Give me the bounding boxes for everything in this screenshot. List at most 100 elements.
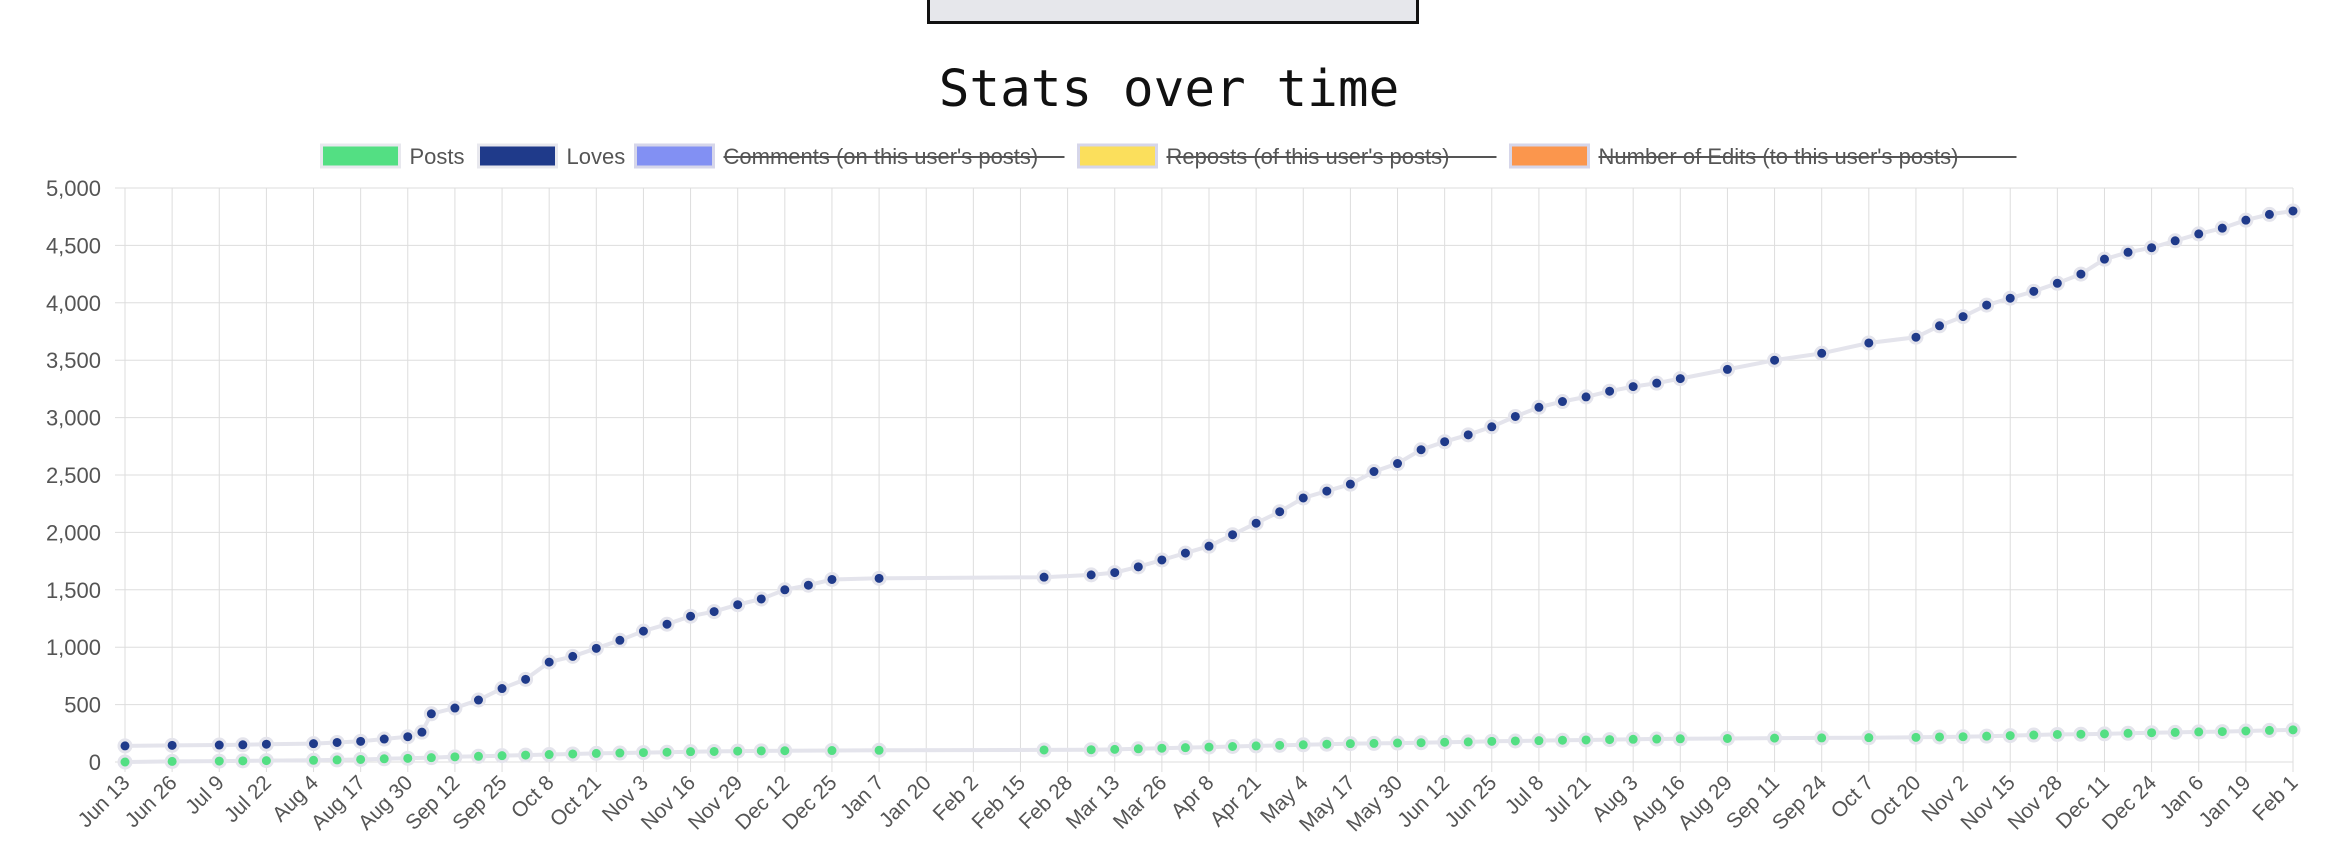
data-point-posts bbox=[777, 743, 793, 759]
data-point-loves bbox=[2238, 212, 2254, 228]
data-point-loves bbox=[376, 731, 392, 747]
data-point-loves bbox=[494, 681, 510, 697]
y-tick-label: 3,000 bbox=[46, 406, 101, 431]
data-point-posts bbox=[235, 753, 251, 769]
data-point-posts bbox=[2026, 727, 2042, 743]
y-tick-label: 5,000 bbox=[46, 176, 101, 201]
data-point-loves bbox=[871, 570, 887, 586]
x-tick-label: Dec 25 bbox=[778, 771, 841, 834]
data-point-loves bbox=[1908, 329, 1924, 345]
data-point-loves bbox=[2049, 275, 2065, 291]
legend-item-number[interactable]: Number of Edits (to this user's posts) bbox=[1509, 143, 2017, 169]
data-point-loves bbox=[1413, 442, 1429, 458]
data-point-posts bbox=[494, 748, 510, 764]
data-point-posts bbox=[1908, 729, 1924, 745]
data-point-loves bbox=[1366, 464, 1382, 480]
legend-swatch bbox=[1077, 143, 1158, 169]
data-point-loves bbox=[1554, 394, 1570, 410]
data-point-posts bbox=[1295, 737, 1311, 753]
data-point-posts bbox=[1554, 732, 1570, 748]
x-tick-label: Jun 12 bbox=[1393, 771, 1454, 832]
x-tick-label: Sep 25 bbox=[448, 771, 511, 834]
data-point-posts bbox=[1602, 732, 1618, 748]
data-point-loves bbox=[1767, 352, 1783, 368]
data-point-loves bbox=[1342, 476, 1358, 492]
data-point-loves bbox=[1225, 527, 1241, 543]
data-point-posts bbox=[447, 749, 463, 765]
data-point-posts bbox=[2120, 725, 2136, 741]
data-point-loves bbox=[1272, 504, 1288, 520]
data-point-posts bbox=[1649, 731, 1665, 747]
data-point-loves bbox=[706, 604, 722, 620]
legend-swatch bbox=[477, 143, 558, 169]
data-point-posts bbox=[423, 750, 439, 766]
data-point-posts bbox=[2049, 726, 2065, 742]
data-point-loves bbox=[447, 700, 463, 716]
legend-swatch bbox=[1509, 143, 1590, 169]
data-point-posts bbox=[1672, 731, 1688, 747]
series-layer bbox=[117, 203, 2301, 770]
data-point-posts bbox=[376, 751, 392, 767]
data-point-posts bbox=[258, 753, 274, 769]
data-point-posts bbox=[1225, 739, 1241, 755]
data-point-loves bbox=[2073, 266, 2089, 282]
x-tick-label: Apr 21 bbox=[1206, 771, 1266, 831]
data-point-posts bbox=[1154, 740, 1170, 756]
x-tick-label: Dec 24 bbox=[2098, 771, 2162, 835]
x-tick-label: Jan 19 bbox=[2195, 771, 2256, 832]
data-point-posts bbox=[2002, 728, 2018, 744]
data-point-loves bbox=[1319, 483, 1335, 499]
data-point-loves bbox=[423, 706, 439, 722]
legend-item-reposts[interactable]: Reposts (of this user's posts) bbox=[1077, 143, 1497, 169]
data-point-loves bbox=[211, 737, 227, 753]
data-point-posts bbox=[353, 751, 369, 767]
data-point-loves bbox=[400, 729, 416, 745]
data-point-loves bbox=[1578, 389, 1594, 405]
data-point-posts bbox=[1437, 734, 1453, 750]
legend-item-posts[interactable]: Posts bbox=[320, 143, 465, 169]
data-point-loves bbox=[1177, 545, 1193, 561]
data-point-posts bbox=[1578, 732, 1594, 748]
data-point-posts bbox=[2096, 726, 2112, 742]
x-tick-label: Jul 21 bbox=[1540, 771, 1596, 827]
data-point-posts bbox=[2261, 722, 2277, 738]
data-point-loves bbox=[683, 608, 699, 624]
x-tick-label: Feb 1 bbox=[2248, 771, 2302, 825]
y-tick-label: 4,500 bbox=[46, 233, 101, 258]
y-tick-label: 1,000 bbox=[46, 635, 101, 660]
data-point-posts bbox=[1507, 733, 1523, 749]
x-tick-label: Jun 13 bbox=[74, 771, 135, 832]
data-point-posts bbox=[329, 752, 345, 768]
data-point-posts bbox=[565, 746, 581, 762]
x-tick-label: Nov 28 bbox=[2004, 771, 2067, 834]
data-point-loves bbox=[2026, 283, 2042, 299]
data-point-posts bbox=[1130, 741, 1146, 757]
legend-item-comments[interactable]: Comments (on this user's posts) bbox=[634, 143, 1065, 169]
data-point-posts bbox=[659, 744, 675, 760]
data-point-loves bbox=[2120, 244, 2136, 260]
x-tick-label: Oct 21 bbox=[546, 771, 606, 831]
data-point-loves bbox=[824, 571, 840, 587]
data-point-posts bbox=[1625, 731, 1641, 747]
data-point-loves bbox=[1083, 567, 1099, 583]
data-point-loves bbox=[2285, 203, 2301, 219]
x-tick-label: Jun 26 bbox=[121, 771, 182, 832]
grid-layer bbox=[115, 187, 2294, 772]
data-point-loves bbox=[2214, 220, 2230, 236]
data-point-posts bbox=[1932, 729, 1948, 745]
y-tick-label: 1,500 bbox=[46, 578, 101, 603]
data-point-loves bbox=[1390, 456, 1406, 472]
x-tick-label: Aug 29 bbox=[1674, 771, 1737, 834]
x-tick-label: Jun 25 bbox=[1440, 771, 1501, 832]
y-tick-label: 2,000 bbox=[46, 520, 101, 545]
data-point-loves bbox=[470, 692, 486, 708]
data-point-posts bbox=[1342, 736, 1358, 752]
data-point-posts bbox=[2191, 724, 2207, 740]
data-point-posts bbox=[1366, 735, 1382, 751]
x-tick-label: Jan 20 bbox=[875, 771, 936, 832]
data-point-loves bbox=[2167, 233, 2183, 249]
data-point-loves bbox=[518, 671, 534, 687]
data-point-loves bbox=[1437, 434, 1453, 450]
legend-item-loves[interactable]: Loves bbox=[477, 143, 626, 169]
